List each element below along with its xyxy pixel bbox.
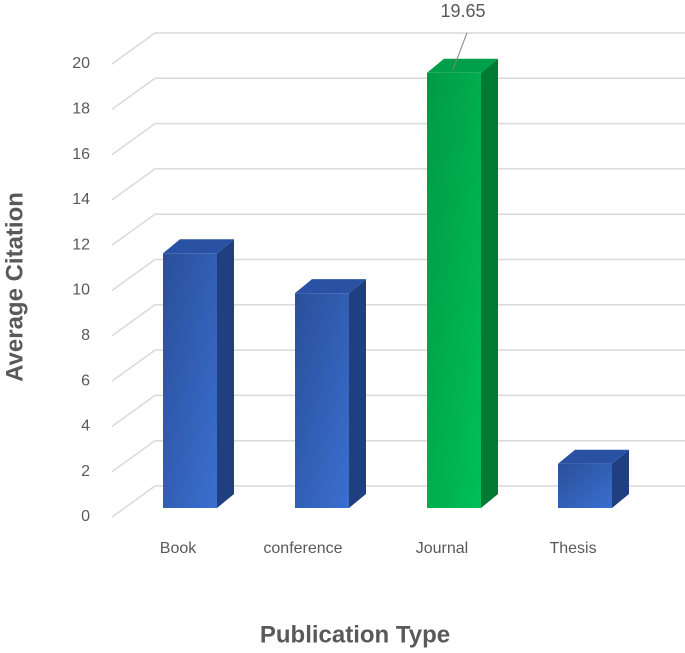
bar-side <box>612 449 629 508</box>
y-tick-label: 12 <box>72 236 90 253</box>
grid-line <box>111 32 685 65</box>
bar <box>163 253 217 508</box>
data-label: 19.65 <box>440 1 485 21</box>
grid-line <box>111 168 685 201</box>
bar <box>295 293 349 508</box>
bar-side <box>349 279 366 508</box>
y-tick-label: 18 <box>72 101 90 118</box>
bar <box>427 72 481 508</box>
bar <box>558 463 612 508</box>
grid-line <box>111 213 685 246</box>
x-tick-label: Thesis <box>549 540 596 557</box>
grid-line <box>111 77 685 110</box>
grid-line <box>111 394 685 428</box>
y-tick-label: 10 <box>72 282 90 299</box>
grid-line <box>111 349 685 382</box>
y-tick-label: 4 <box>81 418 90 435</box>
bar-top <box>558 449 629 464</box>
grid-line <box>111 439 685 473</box>
bar-top <box>295 279 366 294</box>
bar-side <box>481 58 498 508</box>
x-tick-label: Journal <box>416 540 468 557</box>
grid-line <box>111 485 685 518</box>
y-tick-label: 16 <box>72 146 90 163</box>
grid-line <box>111 122 685 156</box>
y-tick-label: 20 <box>72 55 90 72</box>
bar-top <box>163 239 234 254</box>
grid-line <box>111 258 685 292</box>
y-tick-label: 8 <box>81 327 90 344</box>
y-tick-label: 14 <box>72 191 90 208</box>
grid-line <box>111 304 685 337</box>
bar-side <box>217 239 234 508</box>
y-tick-label: 0 <box>81 508 90 525</box>
y-tick-label: 6 <box>81 372 90 389</box>
x-axis-title: Publication Type <box>260 621 450 648</box>
y-axis-title: Average Citation <box>1 192 28 382</box>
bar-top <box>427 58 498 73</box>
x-tick-label: conference <box>263 540 342 557</box>
y-tick-label: 2 <box>81 463 90 480</box>
leader-line <box>452 32 468 70</box>
x-tick-label: Book <box>160 540 197 557</box>
